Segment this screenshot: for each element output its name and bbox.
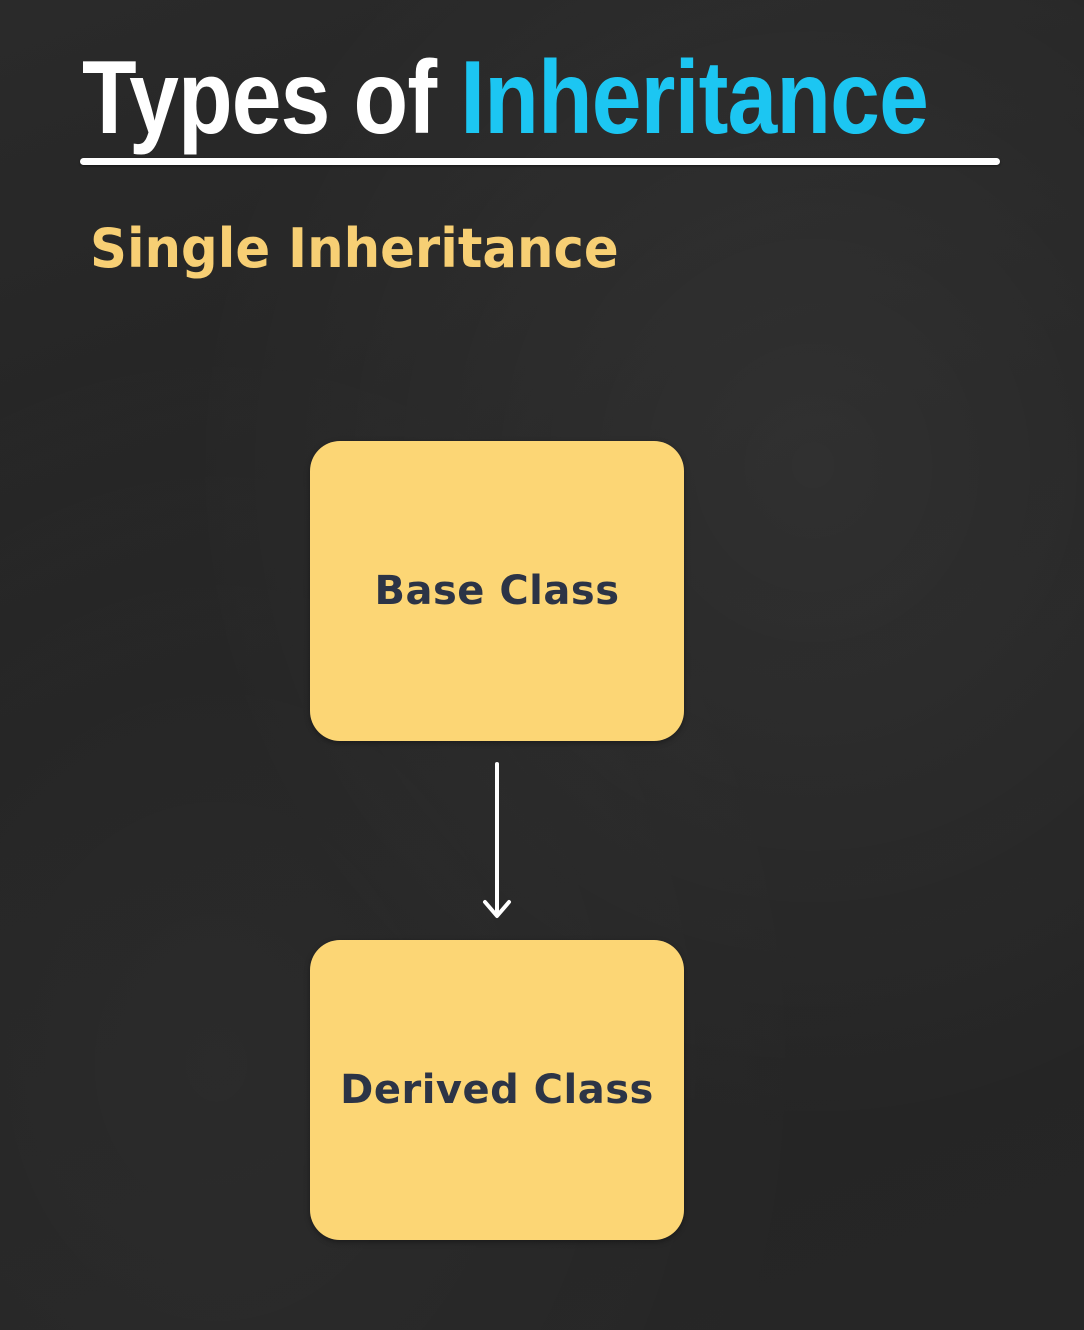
title-part-highlight: Inheritance (460, 40, 929, 156)
derived-class-label: Derived Class (340, 1067, 654, 1113)
base-class-label: Base Class (374, 568, 620, 614)
page-title: Types of Inheritance (82, 38, 929, 158)
subtitle: Single Inheritance (90, 217, 619, 280)
title-part-plain: Types of (82, 40, 437, 156)
derived-class-box: Derived Class (310, 940, 684, 1240)
inheritance-arrow (483, 762, 511, 918)
title-underline (80, 158, 1000, 165)
base-class-box: Base Class (310, 441, 684, 741)
